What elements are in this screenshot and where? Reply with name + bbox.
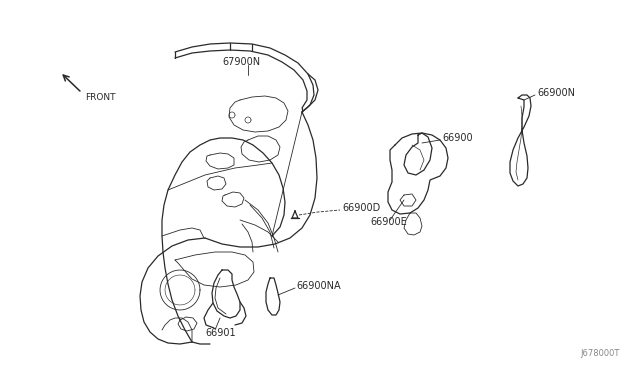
Text: 66900NA: 66900NA [296,281,340,291]
Text: FRONT: FRONT [85,93,115,102]
Text: 66900D: 66900D [342,203,380,213]
Text: 66900E: 66900E [370,217,407,227]
Text: 66900N: 66900N [537,88,575,98]
Text: 66901: 66901 [205,328,236,338]
Text: J678000T: J678000T [580,349,620,358]
Text: 67900N: 67900N [222,57,260,67]
Text: 66900: 66900 [442,133,472,143]
